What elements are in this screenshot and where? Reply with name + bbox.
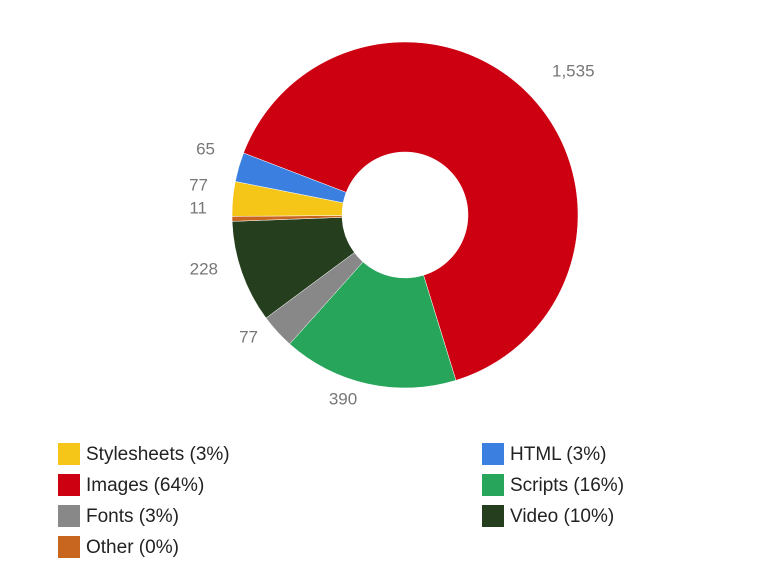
legend-label: Stylesheets (3%) xyxy=(86,444,230,465)
legend-label: Images (64%) xyxy=(86,475,204,496)
value-label: 11 xyxy=(189,198,207,217)
donut-slice xyxy=(289,261,457,389)
legend-swatch xyxy=(58,443,80,465)
legend-label: Scripts (16%) xyxy=(510,475,624,496)
donut-slice xyxy=(234,152,347,204)
legend-swatch xyxy=(58,474,80,496)
legend-swatch xyxy=(482,474,504,496)
legend-swatch xyxy=(58,505,80,527)
legend-swatch xyxy=(482,505,504,527)
donut-slice xyxy=(243,41,579,381)
value-label: 228 xyxy=(190,259,218,278)
legend-swatch xyxy=(58,536,80,558)
value-label: 390 xyxy=(329,389,357,408)
legend-label: Video (10%) xyxy=(510,506,614,527)
legend-label: Other (0%) xyxy=(86,537,179,558)
value-label: 1,535 xyxy=(552,61,595,80)
legend-swatch xyxy=(482,443,504,465)
value-label: 77 xyxy=(189,175,208,194)
value-label: 77 xyxy=(239,327,258,346)
value-label: 65 xyxy=(196,139,215,158)
legend-label: Fonts (3%) xyxy=(86,506,179,527)
legend-label: HTML (3%) xyxy=(510,444,606,465)
